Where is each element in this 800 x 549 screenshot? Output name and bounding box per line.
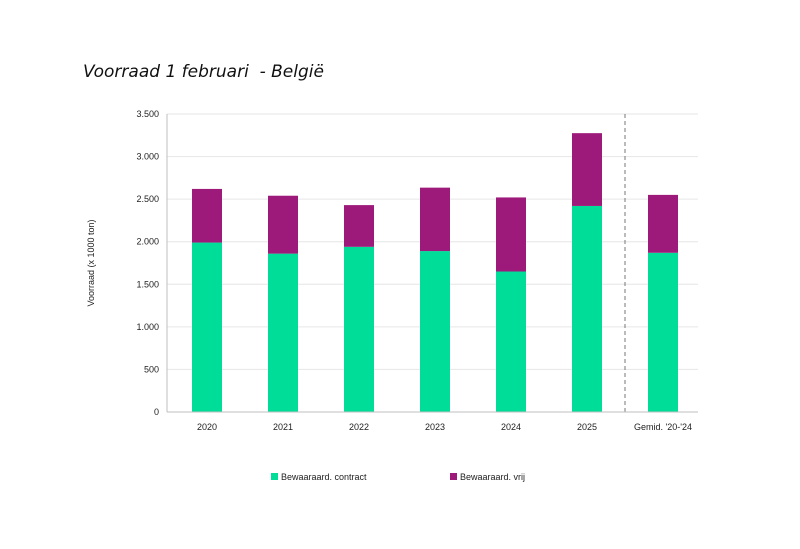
chart-title: Voorraad 1 februari - België xyxy=(83,62,324,82)
bar-vrij xyxy=(496,197,526,272)
y-tick-label: 3.000 xyxy=(136,152,159,162)
bar-vrij xyxy=(268,195,298,254)
x-tick-labels: 2020 2021 2022 2023 2024 2025 Gemid. '20-'24 xyxy=(197,422,692,432)
bar-contract xyxy=(268,253,298,412)
axes xyxy=(166,114,698,413)
y-tick-label: 1.500 xyxy=(136,279,159,289)
x-tick-label: 2020 xyxy=(197,422,217,432)
y-tick-labels: 0 500 1.000 1.500 2.000 2.500 3.000 3.500 xyxy=(136,109,159,417)
x-tick-label: 2022 xyxy=(349,422,369,432)
bar-contract xyxy=(572,205,602,412)
y-tick-label: 500 xyxy=(144,364,159,374)
y-tick-label: 2.500 xyxy=(136,194,159,204)
x-tick-label: 2023 xyxy=(425,422,445,432)
bar-contract xyxy=(420,251,450,412)
bar-vrij xyxy=(572,133,602,206)
y-tick-label: 0 xyxy=(154,407,159,417)
y-axis-label: Voorraad (x 1000 ton) xyxy=(86,219,96,306)
legend-swatch xyxy=(271,473,278,480)
bar-vrij xyxy=(192,188,222,243)
bar-vrij xyxy=(420,187,450,252)
legend: Bewaaraard. contract Bewaaraard. vrij xyxy=(271,472,525,482)
x-tick-label: 2024 xyxy=(501,422,521,432)
bar-vrij xyxy=(648,194,678,253)
legend-label: Bewaaraard. vrij xyxy=(460,472,525,482)
bar-contract xyxy=(192,242,222,412)
y-tick-label: 2.000 xyxy=(136,237,159,247)
bar-contract xyxy=(496,271,526,412)
x-tick-label: 2025 xyxy=(577,422,597,432)
legend-swatch xyxy=(450,473,457,480)
y-tick-label: 1.000 xyxy=(136,322,159,332)
bars xyxy=(192,133,678,412)
bar-vrij xyxy=(344,205,374,247)
bar-contract xyxy=(344,246,374,412)
bar-contract xyxy=(648,252,678,412)
legend-label: Bewaaraard. contract xyxy=(281,472,367,482)
x-tick-label: 2021 xyxy=(273,422,293,432)
x-tick-label: Gemid. '20-'24 xyxy=(634,422,692,432)
y-tick-label: 3.500 xyxy=(136,109,159,119)
